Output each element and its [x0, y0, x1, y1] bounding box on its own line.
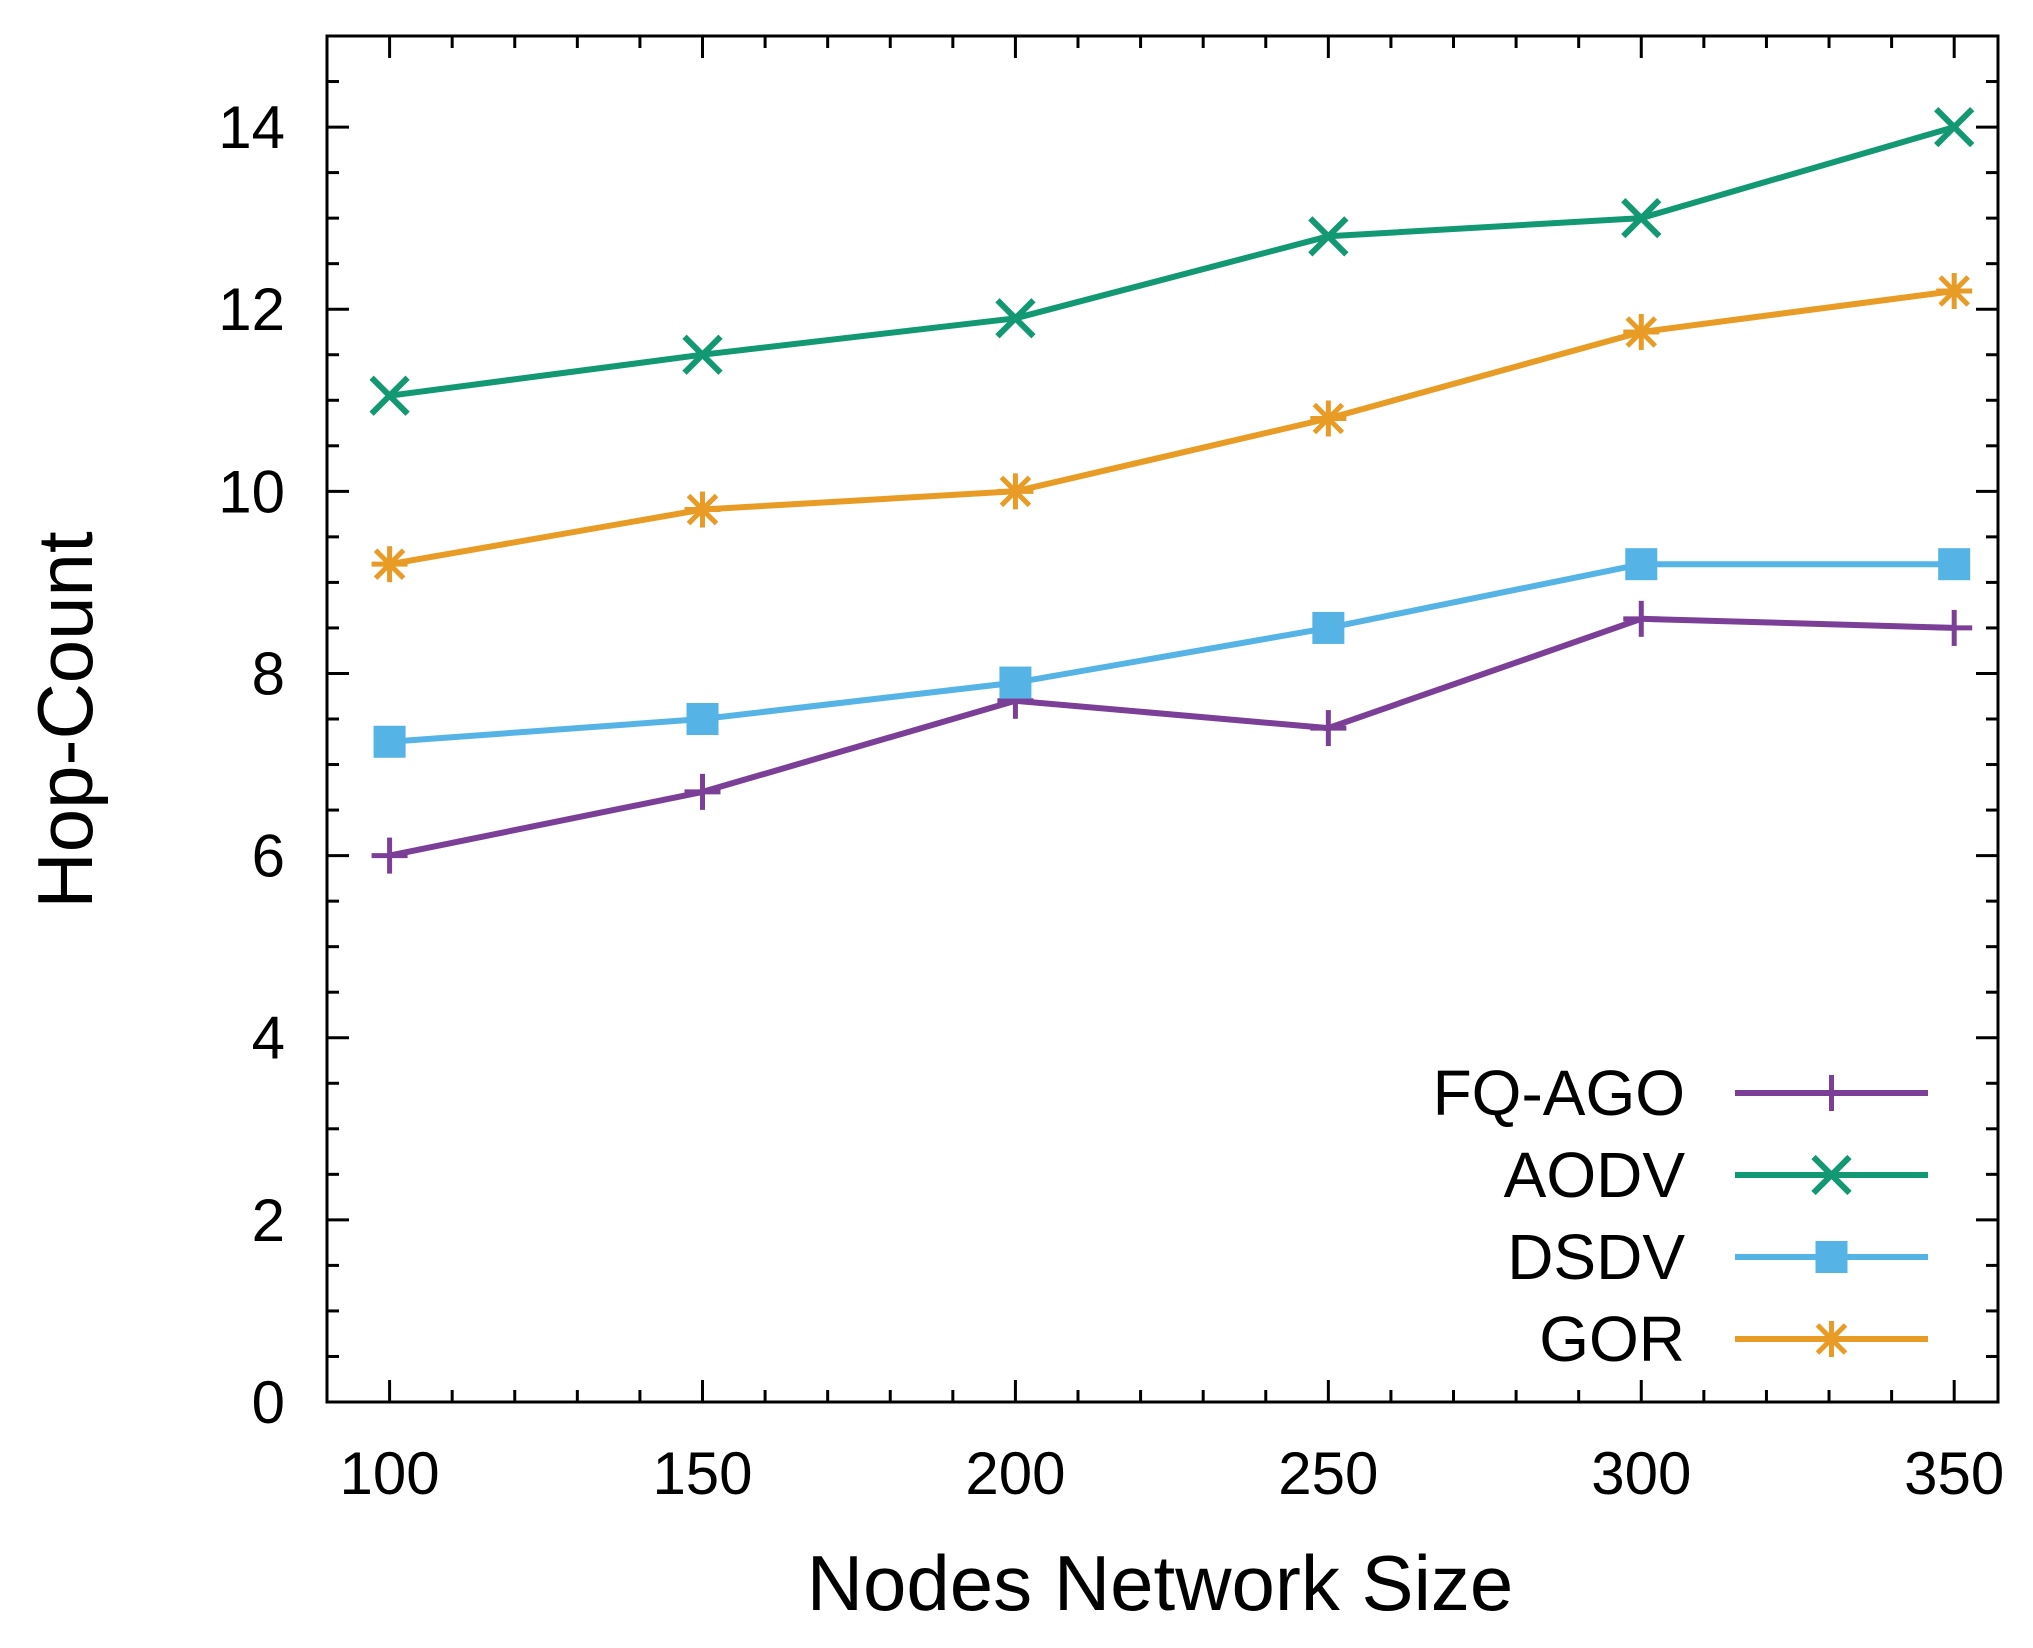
data-point-dsdv	[1312, 611, 1345, 644]
data-point-aodv	[995, 298, 1036, 339]
data-point-aodv	[682, 334, 723, 375]
x-axis-title: Nodes Network Size	[807, 1539, 1514, 1627]
x-tick-label: 300	[1591, 1440, 1691, 1507]
data-point-aodv	[1934, 106, 1975, 148]
y-tick-label: 12	[218, 276, 285, 343]
data-point-fq-ago	[1310, 710, 1347, 747]
data-point-dsdv	[1625, 548, 1658, 581]
legend-swatch-marker	[1815, 1241, 1848, 1273]
legend-swatch-marker	[1813, 1321, 1850, 1357]
legend-swatch-marker	[1811, 1154, 1852, 1196]
y-tick-label: 6	[252, 823, 285, 890]
legend-label: FQ-AGO	[1433, 1057, 1685, 1129]
legend-entry-gor: GOR	[1539, 1303, 1928, 1375]
data-point-gor	[1936, 272, 1973, 309]
data-point-dsdv	[999, 666, 1032, 699]
series-dsdv	[373, 548, 1971, 758]
axes-layer: 100 150 200 250 300 350 0 2 4 6 8 10 12 14	[218, 34, 2004, 1507]
legend-label: AODV	[1504, 1139, 1686, 1211]
data-point-dsdv	[686, 703, 719, 735]
x-tick-label: 100	[340, 1440, 440, 1507]
data-point-aodv	[1308, 216, 1349, 257]
y-tick-label: 4	[252, 1005, 285, 1072]
data-point-dsdv	[1938, 548, 1971, 581]
legend-entry-fq-ago: FQ-AGO	[1433, 1057, 1928, 1129]
y-tick-label: 10	[218, 458, 285, 525]
legend-entry-dsdv: DSDV	[1507, 1221, 1928, 1293]
series-line-aodv	[389, 124, 1956, 399]
data-point-fq-ago	[684, 773, 721, 810]
y-tick-label: 2	[252, 1187, 285, 1254]
series-layer	[369, 106, 1975, 874]
data-point-fq-ago	[371, 837, 408, 874]
y-tick-label: 0	[252, 1369, 285, 1436]
series-gor	[371, 272, 1973, 583]
data-point-gor	[997, 473, 1034, 510]
x-tick-label: 250	[1278, 1440, 1378, 1507]
data-point-fq-ago	[1623, 600, 1660, 637]
series-line-dsdv	[389, 561, 1955, 745]
data-point-aodv	[1621, 198, 1662, 239]
legend-label: GOR	[1539, 1303, 1685, 1375]
legend: FQ-AGO AODV DSDV GOR	[1433, 1057, 1928, 1375]
data-point-dsdv	[373, 725, 406, 758]
data-point-gor	[1623, 313, 1660, 350]
y-tick-label: 8	[252, 640, 285, 707]
series-fq-ago	[371, 600, 1973, 874]
plot-frame	[325, 34, 2000, 1404]
x-tick-label: 150	[652, 1440, 752, 1507]
y-tick-label: 14	[218, 94, 285, 161]
data-point-gor	[684, 491, 721, 528]
x-tick-label: 350	[1904, 1440, 2004, 1507]
data-point-aodv	[369, 375, 410, 416]
series-aodv	[369, 106, 1975, 416]
y-axis-title: Hop-Count	[21, 531, 109, 909]
x-tick-label: 200	[965, 1440, 1065, 1507]
data-point-fq-ago	[1936, 609, 1973, 646]
legend-swatch-marker	[1813, 1075, 1850, 1111]
series-line-fq-ago	[389, 615, 1955, 859]
series-line-gor	[389, 288, 1955, 568]
data-point-gor	[371, 546, 408, 583]
legend-entry-aodv: AODV	[1504, 1139, 1928, 1211]
legend-label: DSDV	[1507, 1221, 1685, 1293]
data-point-gor	[1310, 400, 1347, 437]
